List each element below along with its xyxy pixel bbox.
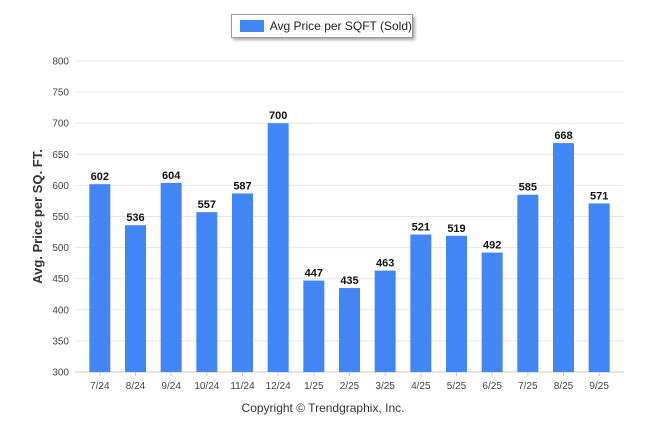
- data-label: 587: [233, 180, 251, 192]
- bar: [267, 123, 289, 372]
- bar: [89, 184, 111, 372]
- bar: [481, 252, 503, 372]
- data-label: 557: [198, 199, 216, 211]
- data-label: 602: [91, 171, 109, 183]
- x-tick-label: 7/25: [518, 381, 538, 392]
- bar: [410, 234, 432, 372]
- x-tick-label: 8/24: [126, 381, 146, 392]
- x-tick-label: 11/24: [230, 381, 255, 392]
- y-tick-label: 600: [52, 181, 69, 192]
- x-tick-label: 4/25: [411, 381, 431, 392]
- data-label: 585: [519, 182, 537, 194]
- data-label: 519: [447, 223, 465, 235]
- bar: [303, 280, 325, 372]
- data-label: 435: [340, 275, 358, 287]
- data-label: 571: [590, 190, 608, 202]
- data-label: 604: [162, 170, 181, 182]
- bar: [446, 235, 467, 372]
- x-tick-label: 12/24: [266, 381, 291, 392]
- y-tick-label: 800: [52, 57, 69, 68]
- x-tick-label: 9/25: [589, 381, 609, 392]
- y-tick-label: 750: [52, 88, 69, 99]
- y-tick-label: 550: [52, 212, 69, 223]
- x-tick-label: 1/25: [304, 381, 324, 392]
- x-tick-label: 10/24: [194, 381, 219, 392]
- x-tick-label: 2/25: [340, 381, 360, 392]
- legend-swatch: [240, 20, 264, 32]
- y-tick-label: 450: [52, 274, 69, 285]
- y-tick-label: 350: [52, 336, 69, 347]
- data-label: 492: [483, 240, 501, 252]
- legend-label: Avg Price per SQFT (Sold): [269, 19, 412, 33]
- bar: [160, 182, 182, 372]
- bar: [232, 193, 253, 372]
- x-tick-label: 3/25: [375, 381, 395, 392]
- data-label: 668: [554, 130, 572, 142]
- y-tick-label: 500: [52, 243, 69, 254]
- bar: [553, 143, 574, 372]
- y-tick-label: 300: [52, 368, 69, 379]
- copyright-footer: Copyright © Trendgraphix, Inc.: [241, 401, 405, 415]
- x-tick-label: 7/24: [90, 381, 110, 392]
- data-label: 700: [269, 110, 287, 122]
- bar: [339, 288, 360, 372]
- data-label: 447: [305, 268, 323, 280]
- chart-legend[interactable]: Avg Price per SQFT (Sold): [231, 14, 413, 38]
- bar: [517, 194, 539, 372]
- bar: [374, 270, 396, 372]
- data-label: 463: [376, 258, 394, 270]
- x-tick-label: 5/25: [447, 381, 467, 392]
- x-tick-label: 6/25: [482, 381, 502, 392]
- y-tick-label: 650: [52, 150, 69, 161]
- y-tick-label: 400: [52, 305, 69, 316]
- y-axis-title: Avg. Price per SQ. FT.: [30, 149, 45, 284]
- y-tick-label: 700: [52, 119, 69, 130]
- bar: [588, 203, 610, 372]
- data-label: 536: [126, 212, 144, 224]
- x-tick-label: 8/25: [554, 381, 574, 392]
- bar: [196, 212, 218, 372]
- data-label: 521: [412, 222, 430, 234]
- x-tick-label: 9/24: [161, 381, 181, 392]
- bar: [125, 225, 146, 372]
